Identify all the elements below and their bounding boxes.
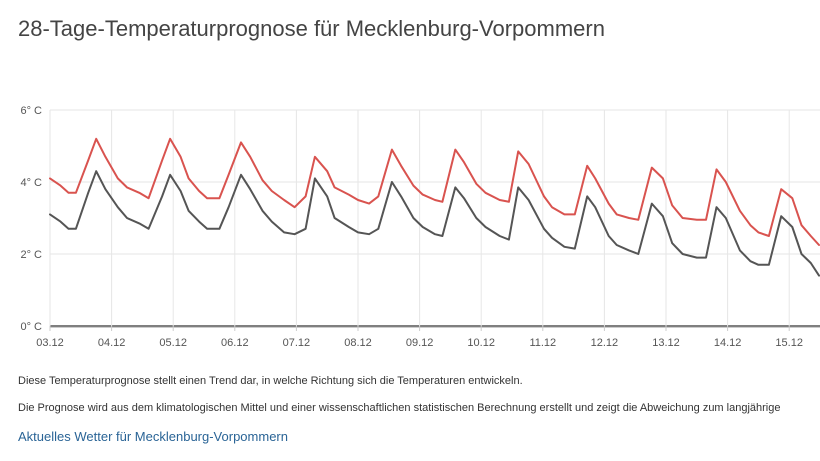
- x-axis: 03.12 04.12 05.12 06.12 07.12 08.12 09.12 10.12…: [36, 326, 820, 349]
- y-axis: 0° C 2° C 4° C 6° C: [20, 105, 42, 333]
- temperature-chart: 0° C 2° C 4° C 6° C 03.12 04.12 05.12 06.12 07.…: [20, 105, 820, 349]
- y-tick-label: 4° C: [20, 177, 42, 189]
- series-upper-line: [49, 137, 820, 246]
- description-method: Die Prognose wird aus dem klimatologisch…: [18, 402, 781, 414]
- series-lower-line: [49, 170, 820, 277]
- page-title: 28-Tage-Temperaturprognose für Mecklenbu…: [18, 16, 605, 41]
- x-tick-label: 08.12: [344, 337, 372, 349]
- x-tick-label: 13.12: [652, 337, 680, 349]
- description-trend: Diese Temperaturprognose stellt einen Tr…: [18, 375, 523, 387]
- y-tick-label: 2° C: [20, 249, 42, 261]
- x-tick-label: 10.12: [467, 337, 495, 349]
- x-tick-label: 05.12: [159, 337, 187, 349]
- y-tick-label: 6° C: [20, 105, 42, 117]
- x-tick-label: 14.12: [714, 337, 742, 349]
- x-tick-label: 15.12: [775, 337, 803, 349]
- x-tick-label: 04.12: [98, 337, 126, 349]
- grid-lines: [49, 109, 820, 327]
- x-tick-label: 03.12: [36, 337, 64, 349]
- x-tick-label: 07.12: [283, 337, 311, 349]
- series-lines: [49, 137, 820, 277]
- x-tick-label: 09.12: [406, 337, 434, 349]
- x-tick-label: 12.12: [591, 337, 619, 349]
- x-tick-label: 06.12: [221, 337, 249, 349]
- x-tick-label: 11.12: [529, 337, 556, 349]
- y-tick-label: 0° C: [20, 321, 42, 333]
- current-weather-link[interactable]: Aktuelles Wetter für Mecklenburg-Vorpomm…: [18, 429, 288, 444]
